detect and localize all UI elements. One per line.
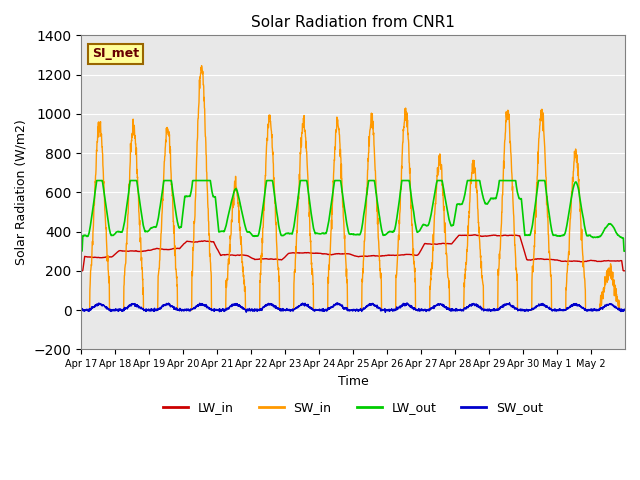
LW_out bbox=[548, 227, 556, 232]
SW_in bbox=[198, 63, 205, 69]
LW_in bbox=[132, 248, 140, 254]
SW_out bbox=[517, 308, 525, 314]
LW_out bbox=[614, 232, 621, 238]
LW_in bbox=[517, 237, 525, 242]
Y-axis label: Solar Radiation (W/m2): Solar Radiation (W/m2) bbox=[15, 120, 28, 265]
Line: LW_in: LW_in bbox=[81, 235, 625, 271]
SW_in bbox=[614, 298, 621, 304]
LW_out bbox=[93, 178, 100, 183]
LW_in bbox=[249, 256, 257, 262]
SW_in bbox=[386, 307, 394, 313]
Text: SI_met: SI_met bbox=[92, 48, 139, 60]
SW_in bbox=[249, 307, 257, 313]
LW_in bbox=[621, 268, 629, 274]
LW_in bbox=[548, 257, 556, 263]
Line: SW_in: SW_in bbox=[81, 66, 625, 310]
SW_in bbox=[132, 141, 140, 147]
LW_out bbox=[386, 228, 394, 234]
LW_out bbox=[77, 248, 85, 254]
SW_in bbox=[548, 307, 556, 313]
SW_out bbox=[621, 306, 629, 312]
LW_in bbox=[386, 252, 394, 258]
Line: SW_out: SW_out bbox=[81, 303, 625, 312]
SW_out bbox=[386, 308, 394, 314]
SW_out bbox=[381, 310, 389, 315]
LW_out bbox=[132, 178, 140, 183]
LW_in bbox=[77, 268, 85, 274]
SW_out bbox=[614, 306, 621, 312]
LW_in bbox=[614, 258, 621, 264]
Legend: LW_in, SW_in, LW_out, SW_out: LW_in, SW_in, LW_out, SW_out bbox=[157, 396, 548, 420]
SW_out bbox=[506, 300, 513, 306]
Line: LW_out: LW_out bbox=[81, 180, 625, 251]
SW_in bbox=[517, 307, 525, 313]
SW_in bbox=[621, 307, 629, 313]
SW_out bbox=[132, 302, 140, 308]
LW_out bbox=[517, 196, 525, 202]
Title: Solar Radiation from CNR1: Solar Radiation from CNR1 bbox=[251, 15, 455, 30]
LW_out bbox=[249, 233, 257, 239]
LW_out bbox=[621, 248, 629, 254]
LW_in bbox=[470, 232, 478, 238]
SW_out bbox=[249, 308, 257, 314]
X-axis label: Time: Time bbox=[338, 374, 369, 387]
SW_out bbox=[548, 308, 556, 313]
SW_out bbox=[77, 308, 85, 313]
SW_in bbox=[77, 307, 85, 313]
